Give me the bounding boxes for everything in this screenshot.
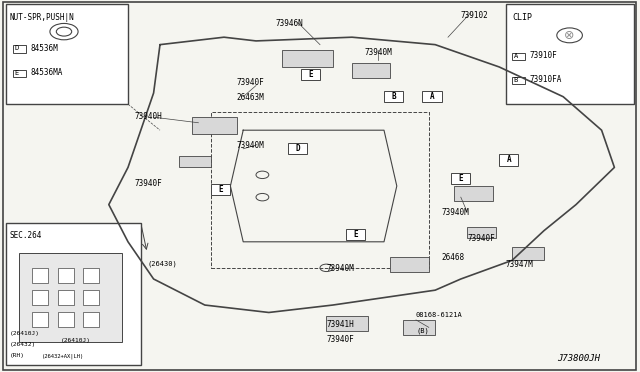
- Bar: [32, 268, 48, 283]
- Bar: [58, 290, 74, 305]
- Text: 73910F: 73910F: [530, 51, 557, 60]
- Text: 26468: 26468: [442, 253, 465, 262]
- Text: 84536M: 84536M: [31, 44, 58, 53]
- Bar: [451, 173, 470, 184]
- Bar: [282, 50, 333, 67]
- Bar: [58, 268, 74, 283]
- Text: 26463M: 26463M: [237, 93, 264, 102]
- Bar: [211, 184, 230, 195]
- Bar: [179, 156, 211, 167]
- Text: NUT-SPR,PUSH|N: NUT-SPR,PUSH|N: [10, 13, 74, 22]
- Bar: [13, 70, 26, 77]
- Text: 73940M: 73940M: [326, 264, 354, 273]
- Text: E: E: [458, 174, 463, 183]
- Text: 73940M: 73940M: [365, 48, 392, 57]
- Text: A: A: [514, 53, 518, 59]
- Text: A: A: [429, 92, 435, 101]
- Text: SEC.264: SEC.264: [10, 231, 42, 240]
- Text: 73910FA: 73910FA: [530, 76, 563, 84]
- Text: 73940M: 73940M: [442, 208, 469, 217]
- Bar: [83, 290, 99, 305]
- Bar: [83, 268, 99, 283]
- Text: B: B: [514, 77, 518, 83]
- Text: E: E: [218, 185, 223, 194]
- Text: E: E: [308, 70, 313, 79]
- Bar: [512, 247, 544, 260]
- Bar: [352, 63, 390, 78]
- Bar: [454, 186, 493, 201]
- Text: (RH): (RH): [10, 353, 24, 358]
- Bar: [58, 312, 74, 327]
- Bar: [346, 229, 365, 240]
- Bar: [499, 154, 518, 166]
- Text: (26432): (26432): [10, 342, 36, 347]
- Bar: [211, 112, 429, 268]
- Text: (26410J): (26410J): [61, 338, 91, 343]
- Bar: [19, 253, 122, 342]
- Text: (B): (B): [416, 327, 429, 334]
- Text: 08168-6121A: 08168-6121A: [416, 312, 463, 318]
- Bar: [506, 4, 634, 104]
- Bar: [6, 4, 128, 104]
- Bar: [32, 312, 48, 327]
- Text: (26432+AX|LH): (26432+AX|LH): [42, 353, 84, 359]
- Text: 73940F: 73940F: [134, 179, 162, 187]
- Bar: [512, 77, 525, 84]
- Text: 73940F: 73940F: [326, 335, 354, 344]
- Bar: [467, 227, 496, 238]
- Bar: [422, 91, 442, 102]
- Text: B: B: [391, 92, 396, 101]
- Text: D: D: [15, 45, 19, 51]
- Bar: [32, 290, 48, 305]
- Bar: [512, 53, 525, 60]
- Text: (26430): (26430): [147, 260, 177, 267]
- Text: (26410J): (26410J): [10, 331, 40, 336]
- Bar: [390, 257, 429, 272]
- Text: D: D: [295, 144, 300, 153]
- Text: 73941H: 73941H: [326, 320, 354, 329]
- Bar: [403, 320, 435, 335]
- Bar: [192, 117, 237, 134]
- Bar: [13, 45, 26, 53]
- Bar: [301, 69, 320, 80]
- Text: 73940F: 73940F: [237, 78, 264, 87]
- Bar: [288, 143, 307, 154]
- Text: ⊗: ⊗: [564, 29, 575, 42]
- Text: 73946N: 73946N: [275, 19, 303, 28]
- Bar: [6, 223, 141, 365]
- Text: J73800JH: J73800JH: [557, 354, 600, 363]
- Bar: [83, 312, 99, 327]
- Text: CLIP: CLIP: [512, 13, 532, 22]
- Text: E: E: [15, 70, 19, 76]
- Text: 739102: 739102: [461, 11, 488, 20]
- Text: 73940H: 73940H: [134, 112, 162, 121]
- Bar: [326, 316, 368, 331]
- Text: 73947M: 73947M: [506, 260, 533, 269]
- Text: E: E: [353, 230, 358, 239]
- Bar: [384, 91, 403, 102]
- Text: 73940F: 73940F: [467, 234, 495, 243]
- Text: 84536MA: 84536MA: [31, 68, 63, 77]
- Text: 73940M: 73940M: [237, 141, 264, 150]
- Text: A: A: [506, 155, 511, 164]
